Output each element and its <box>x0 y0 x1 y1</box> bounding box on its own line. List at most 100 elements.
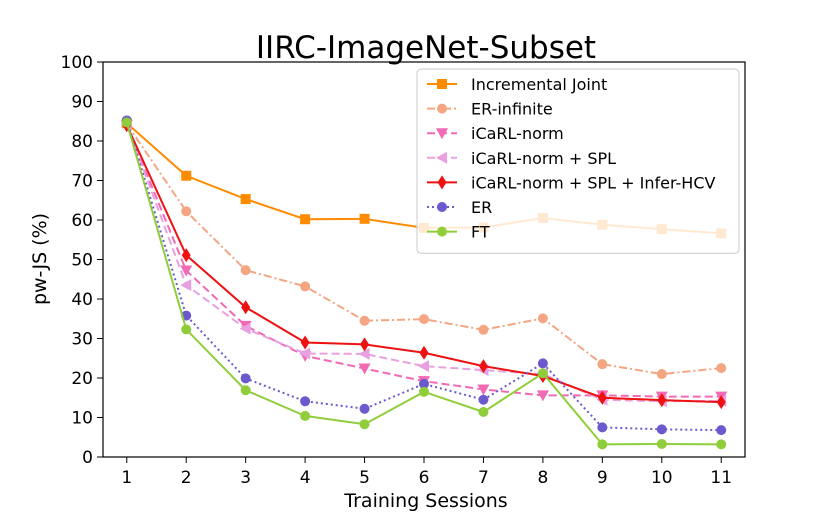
data-point <box>716 363 727 374</box>
data-point <box>716 439 727 450</box>
data-point <box>656 438 667 449</box>
data-point <box>181 170 192 181</box>
y-tick-label: 40 <box>71 290 93 310</box>
data-point <box>537 368 548 379</box>
series-line <box>125 120 722 432</box>
data-point <box>597 359 608 370</box>
legend-marker <box>437 202 447 212</box>
data-point <box>358 363 371 375</box>
x-tick-label: 4 <box>300 468 311 488</box>
data-point <box>299 347 311 360</box>
x-tick-label: 9 <box>597 468 608 488</box>
data-point <box>716 425 727 436</box>
legend-entry: ER <box>427 198 492 217</box>
legend-entry: ER-infinite <box>427 100 553 119</box>
y-tick-label: 10 <box>71 409 93 429</box>
series-line <box>125 124 722 403</box>
x-tick-label: 1 <box>121 468 132 488</box>
y-axis-label: pw-JS (%) <box>29 213 51 305</box>
legend-label: FT <box>471 223 490 242</box>
data-point <box>358 347 370 360</box>
x-axis-label: Training Sessions <box>343 490 507 512</box>
y-tick-label: 80 <box>71 132 93 152</box>
series-7 <box>121 117 727 450</box>
y-tick-label: 50 <box>71 251 93 271</box>
data-point <box>478 359 488 374</box>
y-tick-label: 90 <box>71 93 93 113</box>
data-point <box>477 384 490 396</box>
y-tick-label: 100 <box>61 53 93 73</box>
legend-label: iCaRL-norm + SPL + Infer-HCV <box>471 173 716 192</box>
data-point <box>359 403 370 414</box>
data-point <box>360 337 370 352</box>
data-point <box>419 386 429 397</box>
data-point <box>300 335 310 350</box>
data-point <box>478 324 489 335</box>
data-point <box>537 358 548 369</box>
data-point <box>359 315 370 326</box>
data-point <box>597 439 608 450</box>
data-point <box>239 322 251 335</box>
data-point <box>300 214 311 225</box>
data-point <box>359 419 370 430</box>
data-point <box>716 395 726 410</box>
legend-marker <box>437 226 447 237</box>
legend-marker <box>437 79 447 89</box>
legend: Incremental Joint ER-infinite iCaRL-norm iC… <box>416 68 740 254</box>
data-point <box>597 422 608 433</box>
axes: 0 10 20 30 40 50 60 70 80 90 100 1 2 3 4 5 6 7 8 9 10 11 <box>61 53 746 488</box>
y-tick-label: 70 <box>71 172 93 192</box>
data-point <box>240 373 251 384</box>
series-layer <box>120 115 728 450</box>
chart-title: IIRC-ImageNet-Subset <box>256 30 596 66</box>
data-point <box>478 406 489 417</box>
data-point <box>657 393 667 408</box>
legend-entry: iCaRL-norm + SPL + Infer-HCV <box>427 173 716 192</box>
data-point <box>241 300 251 315</box>
data-point <box>181 206 192 217</box>
data-point <box>597 390 607 405</box>
y-tick-label: 20 <box>71 369 93 389</box>
x-tick-label: 3 <box>240 468 251 488</box>
data-point <box>656 424 667 435</box>
x-tick-label: 8 <box>537 468 548 488</box>
x-tick-label: 10 <box>651 468 673 488</box>
y-tick-label: 30 <box>71 330 93 350</box>
y-tick-label: 60 <box>71 211 93 231</box>
data-point <box>536 390 549 402</box>
data-point <box>181 248 191 263</box>
data-point <box>181 324 192 335</box>
legend-marker <box>437 175 447 190</box>
series-6 <box>121 115 727 436</box>
legend-box <box>416 68 740 254</box>
data-point <box>240 385 251 396</box>
data-point <box>478 394 489 405</box>
data-point <box>656 369 667 380</box>
legend-label: iCaRL-norm <box>471 124 564 143</box>
x-tick-label: 5 <box>359 468 370 488</box>
legend-label: ER-infinite <box>471 100 553 119</box>
x-tick-label: 2 <box>181 468 192 488</box>
legend-label: ER <box>471 198 492 217</box>
data-point <box>419 378 429 389</box>
legend-entry: iCaRL-norm + SPL <box>427 149 616 168</box>
data-point <box>121 117 132 128</box>
legend-label: iCaRL-norm + SPL <box>471 149 616 168</box>
legend-entry: Incremental Joint <box>427 75 607 94</box>
legend-entry: FT <box>427 223 490 242</box>
data-point <box>537 313 548 324</box>
legend-label: Incremental Joint <box>471 75 607 94</box>
data-point <box>419 345 429 360</box>
data-point <box>359 213 370 224</box>
x-tick-label: 7 <box>478 468 489 488</box>
x-tick-label: 6 <box>419 468 430 488</box>
data-point <box>419 314 429 325</box>
legend-marker <box>437 103 447 114</box>
data-point <box>240 194 251 205</box>
data-point <box>418 360 429 373</box>
data-point <box>180 265 193 277</box>
data-point <box>300 281 311 292</box>
series-2 <box>121 119 727 380</box>
x-tick-label: 11 <box>710 468 732 488</box>
